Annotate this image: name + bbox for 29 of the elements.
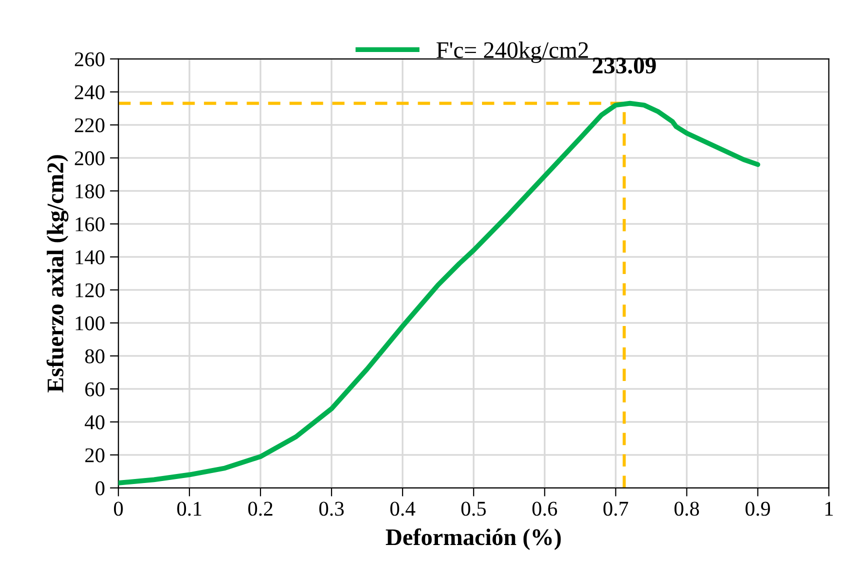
x-tick-label: 0.8 (674, 502, 699, 516)
x-tick-label: 0.1 (177, 502, 202, 516)
x-tick-label: 0.4 (390, 502, 416, 516)
y-tick-label: 40 (84, 415, 104, 430)
x-tick-label: 0.3 (319, 502, 344, 516)
x-tick-label: 0.6 (532, 502, 558, 516)
y-tick-label: 140 (76, 250, 104, 264)
y-axis-title: Esfuerzo axial (kg/cm2) (46, 155, 68, 392)
y-tick-label: 60 (85, 382, 104, 396)
y-tick-label: 0 (96, 481, 104, 496)
y-tick-label: 260 (74, 52, 104, 66)
y-tick-label: 220 (74, 118, 104, 132)
x-tick-label: 0.7 (603, 502, 628, 516)
y-tick-label: 80 (85, 349, 104, 364)
x-axis-title: Deformación (%) (386, 528, 561, 550)
line-series (118, 100, 760, 486)
legend-label: F'c= 240kg/cm2 (436, 42, 588, 63)
y-tick-label: 20 (85, 448, 104, 462)
y-tick-label: 240 (74, 85, 104, 100)
x-tick-label: 0.5 (461, 502, 486, 516)
x-tick-label: 0.2 (248, 502, 272, 516)
x-tick-label: 0.9 (746, 502, 770, 516)
x-tick-label: 1 (825, 502, 833, 516)
y-tick-label: 100 (76, 316, 104, 330)
y-tick-label: 120 (76, 283, 104, 298)
y-tick-label: 180 (76, 184, 104, 198)
x-tick-label: 0 (114, 502, 123, 516)
y-tick-label: 200 (74, 151, 104, 166)
y-tick-label: 160 (76, 217, 104, 232)
